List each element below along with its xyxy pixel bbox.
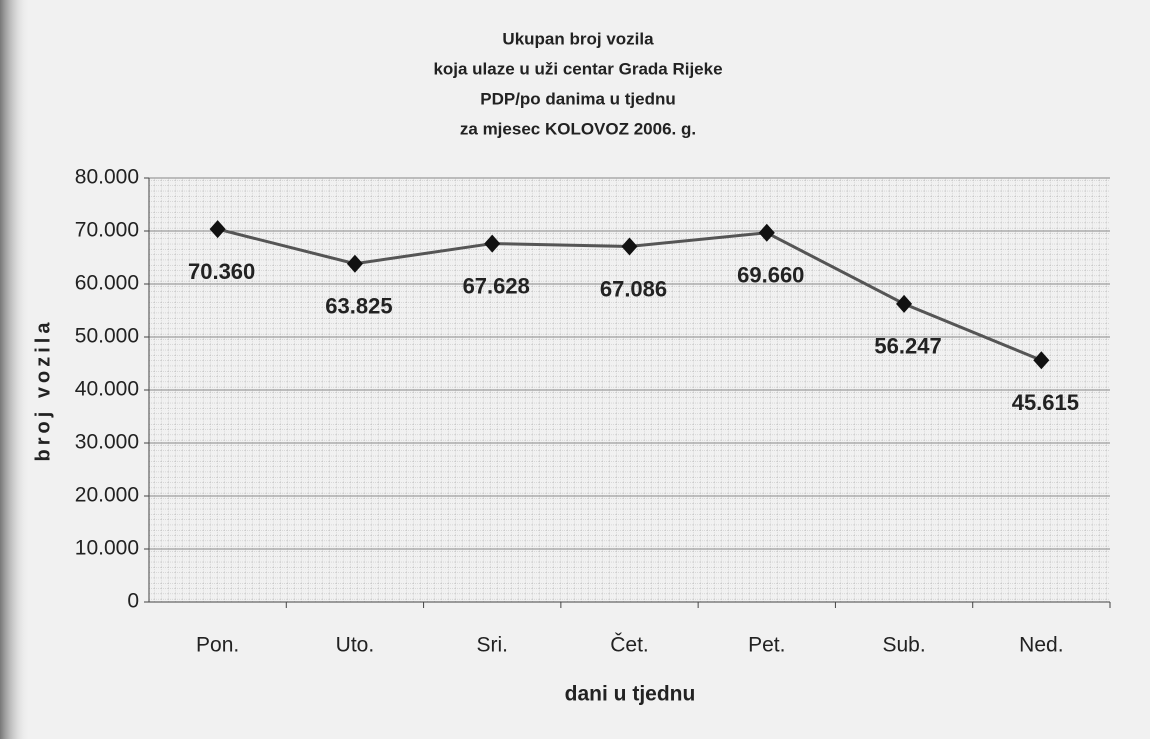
data-label: 69.660 [737, 263, 804, 288]
marker [1033, 351, 1050, 370]
data-label: 56.247 [874, 334, 941, 359]
data-label: 70.360 [188, 259, 255, 284]
y-tick-label: 10.000 [75, 537, 139, 560]
y-tick-label: 70.000 [75, 219, 139, 242]
y-tick-label: 30.000 [75, 431, 139, 454]
chart-title: za mjesec KOLOVOZ 2006. g. [460, 119, 696, 138]
y-tick-label: 20.000 [75, 484, 139, 507]
x-tick-label: Ned. [1019, 634, 1063, 657]
data-label: 67.086 [600, 276, 667, 301]
y-tick-label: 40.000 [75, 378, 139, 401]
y-tick-label: 80.000 [75, 166, 139, 189]
y-tick-label: 50.000 [75, 325, 139, 348]
x-tick-label: Sri. [476, 634, 508, 657]
y-tick-label: 60.000 [75, 272, 139, 295]
marker [484, 234, 501, 253]
x-tick-label: Pet. [748, 634, 785, 657]
x-axis-label: dani u tjednu [565, 683, 696, 706]
x-tick-label: Čet. [610, 634, 649, 657]
chart-title: PDP/po danima u tjednu [480, 89, 676, 108]
data-label: 67.628 [463, 273, 530, 298]
x-tick-label: Pon. [196, 634, 239, 657]
chart-title: Ukupan broj vozila [502, 29, 654, 48]
marker [209, 220, 226, 239]
marker [896, 294, 913, 313]
data-label: 63.825 [325, 294, 392, 319]
data-label: 45.615 [1012, 390, 1079, 415]
x-tick-label: Uto. [336, 634, 375, 657]
y-tick-label: 0 [127, 590, 139, 613]
marker [621, 237, 638, 256]
marker [346, 254, 363, 273]
y-axis-label: broj vozila [32, 319, 54, 462]
x-tick-label: Sub. [882, 634, 925, 657]
chart-title: koja ulaze u uži centar Grada Rijeke [433, 59, 722, 78]
marker [758, 223, 775, 242]
scan-edge [0, 0, 30, 739]
